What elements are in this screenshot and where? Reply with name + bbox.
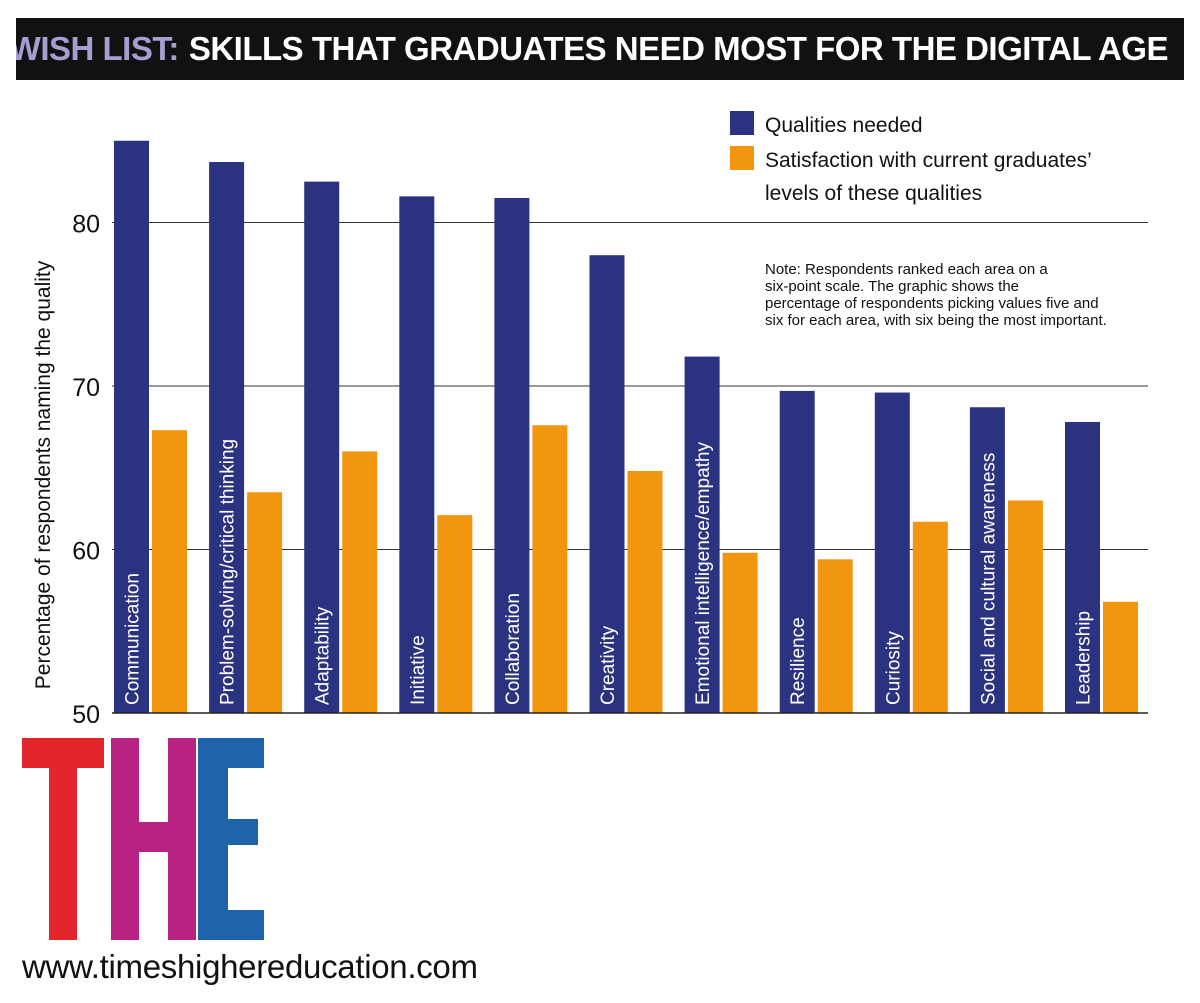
bar [1065, 421, 1100, 713]
category-label: Emotional intelligence/empathy [693, 442, 714, 705]
y-tick-label: 80 [72, 211, 100, 239]
category-label: Adaptability [313, 606, 334, 705]
bar [912, 521, 948, 713]
bar [1007, 500, 1043, 713]
bar [494, 197, 530, 714]
y-tick-label: 50 [72, 701, 100, 729]
chart-title-bar: WISH LIST: SKILLS THAT GRADUATES NEED MO… [16, 18, 1184, 80]
legend-label: Satisfaction with current graduates’ leve… [765, 149, 1092, 205]
bar [874, 392, 910, 713]
bar [779, 390, 815, 713]
bar [589, 255, 625, 713]
y-tick-label: 60 [72, 538, 100, 566]
category-label: Collaboration [503, 593, 524, 705]
logo-letter-t [22, 738, 104, 940]
footer-url: www.timeshighereducation.com [22, 948, 478, 985]
chart-title: SKILLS THAT GRADUATES NEED MOST FOR THE … [188, 30, 1169, 67]
bar [399, 196, 435, 714]
y-axis-label: Percentage of respondents naming the qua… [32, 260, 55, 689]
category-label: Problem-solving/critical thinking [218, 439, 239, 705]
logo-letter-e [198, 738, 264, 940]
y-tick-label: 70 [72, 374, 100, 402]
category-label: Communication [123, 573, 144, 705]
the-logo [22, 738, 264, 940]
bar [627, 471, 663, 713]
legend-label: Qualities needed [765, 114, 923, 137]
bar [969, 407, 1005, 713]
legend-swatch [730, 111, 754, 135]
bar [684, 356, 720, 713]
category-label: Initiative [408, 635, 429, 705]
bar [114, 140, 149, 713]
category-label: Curiosity [883, 631, 904, 705]
logo-letter-h [111, 738, 196, 940]
bar-chart: 50 60 70 80 Percentage of respondents naming… [32, 111, 1148, 729]
category-label: Creativity [598, 625, 619, 705]
bar [722, 552, 758, 713]
chart-title-lead: WISH LIST: [16, 30, 179, 67]
bar [342, 451, 378, 713]
bar [304, 181, 340, 713]
bar [532, 425, 568, 713]
bar [209, 162, 245, 713]
bar [437, 515, 473, 713]
legend-swatch [730, 146, 754, 170]
bar [817, 559, 853, 713]
category-label: Resilience [788, 617, 809, 705]
category-label: Leadership [1074, 611, 1095, 705]
category-label: Social and cultural awareness [978, 453, 999, 705]
bar [152, 430, 187, 713]
bar [247, 492, 283, 713]
bar [1103, 601, 1138, 713]
